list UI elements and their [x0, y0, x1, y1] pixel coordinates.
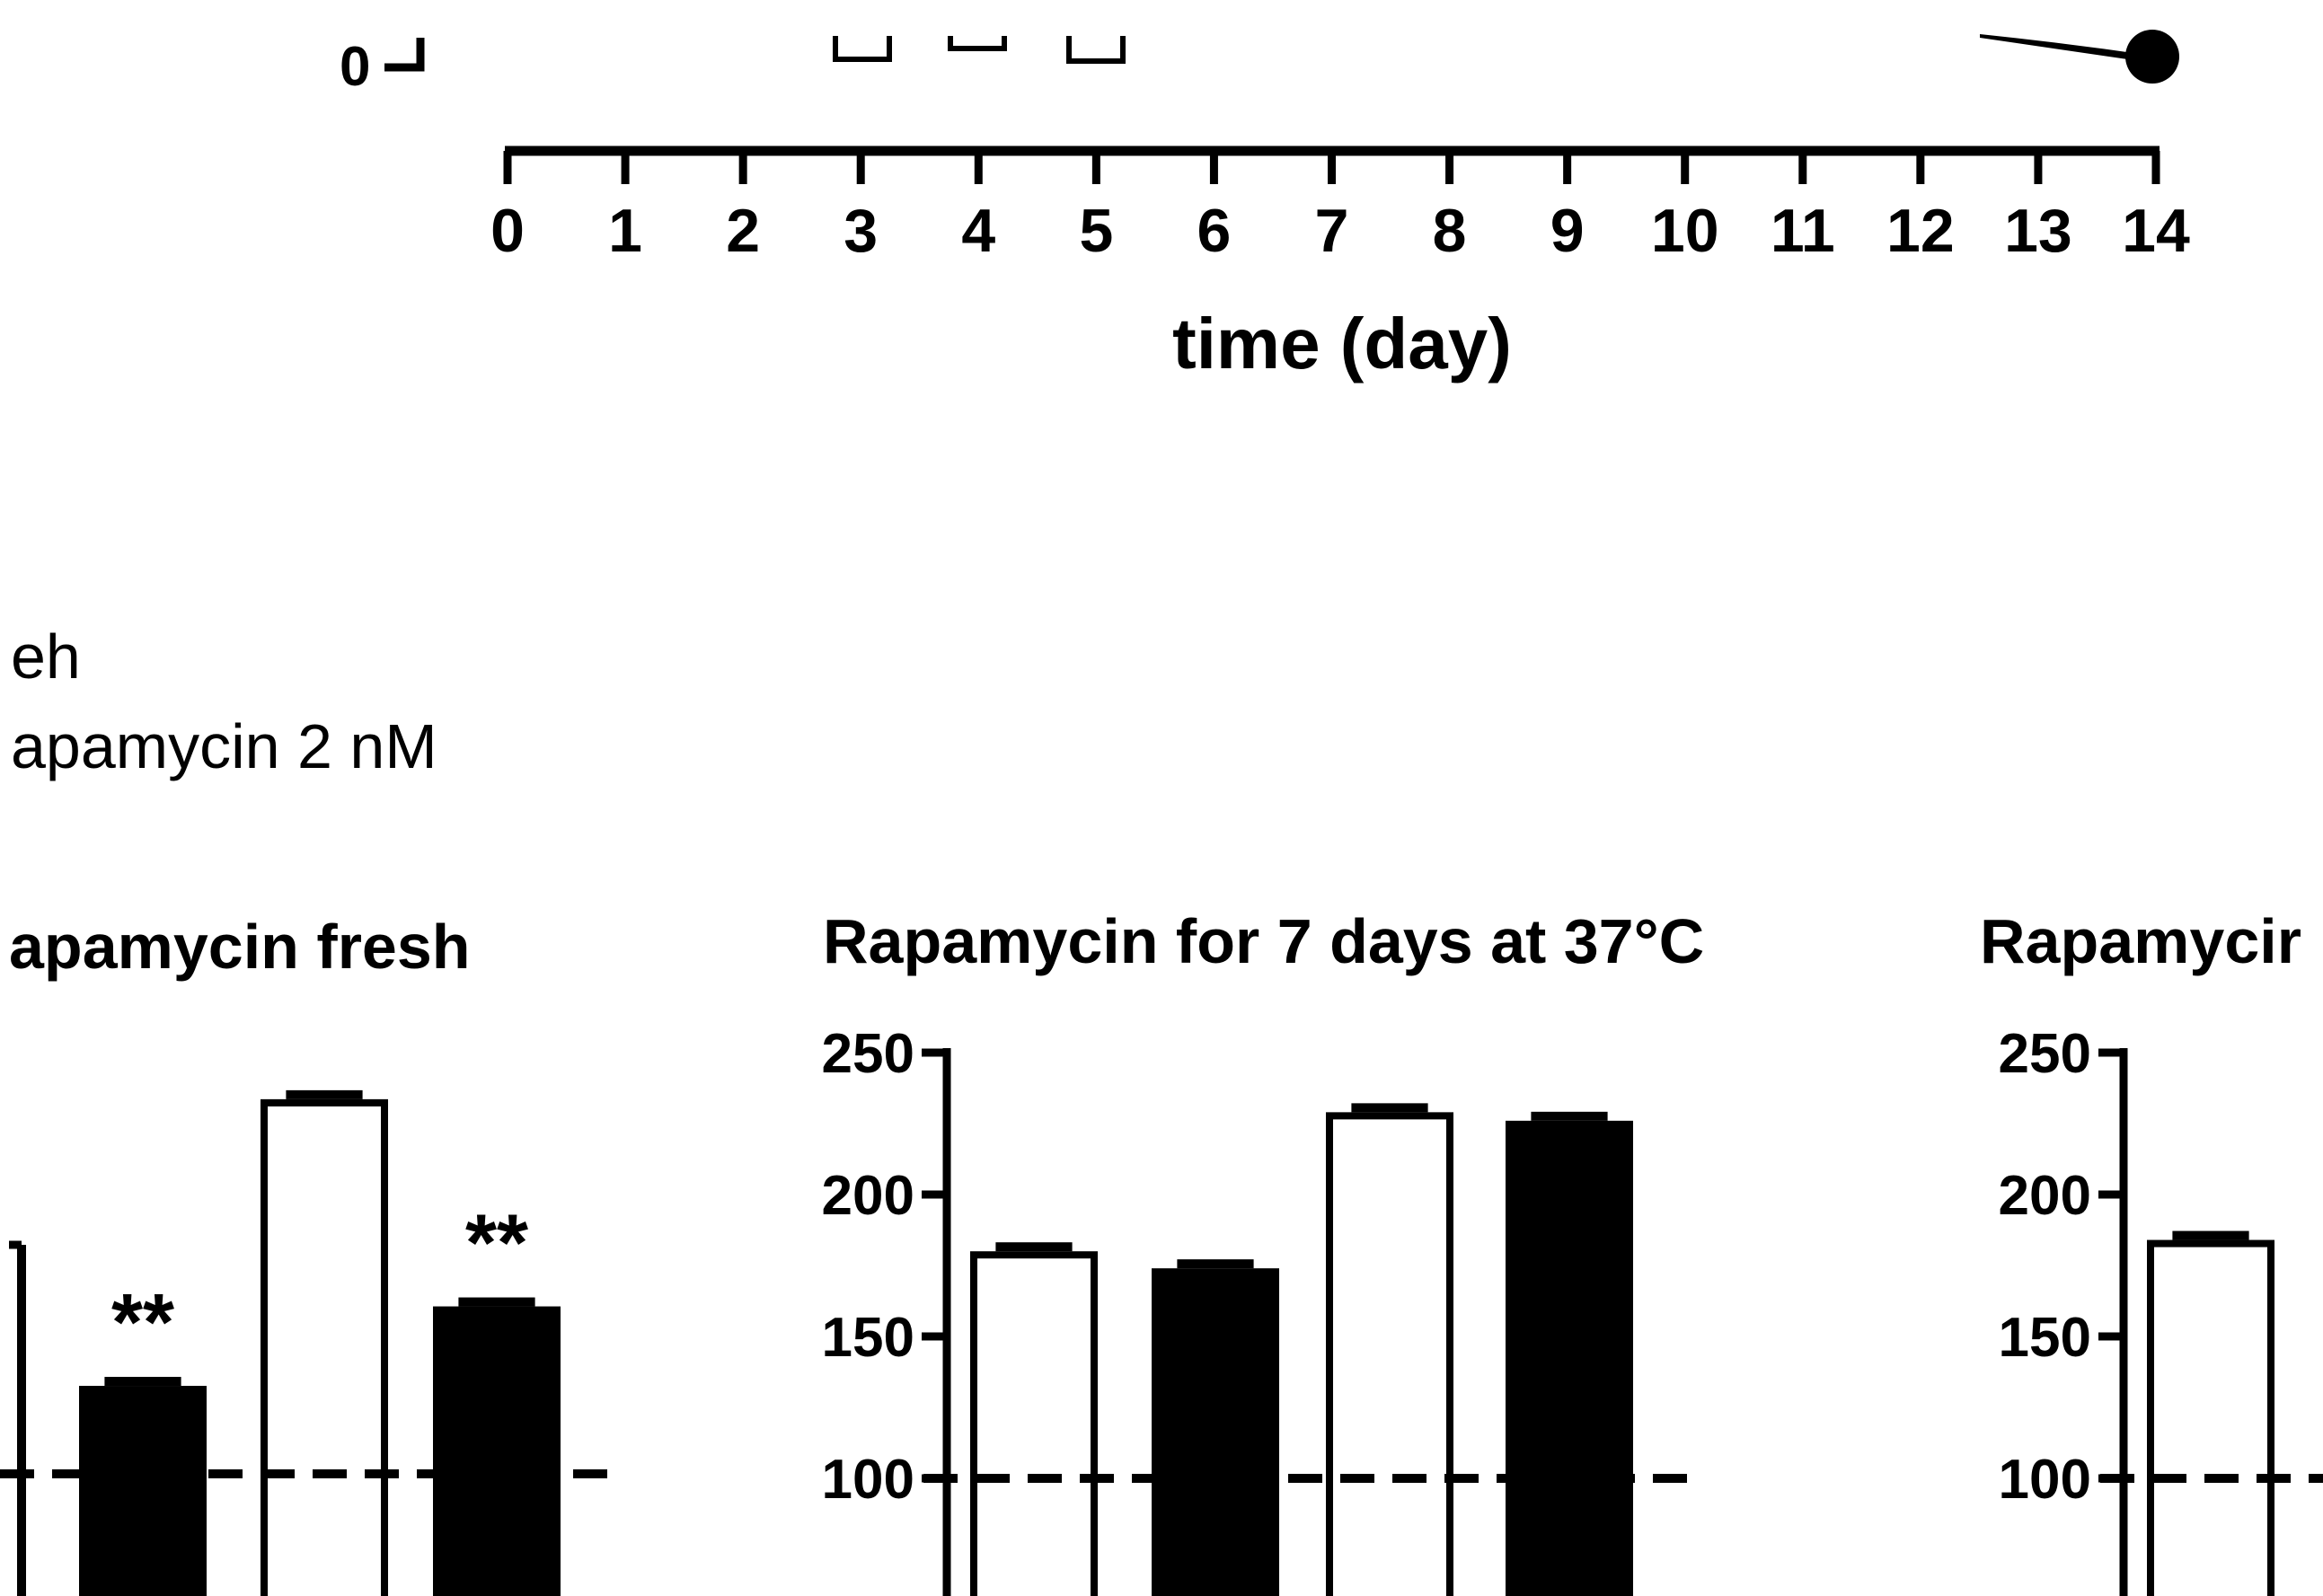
- timeline-panel: 0 0 1 2 3 4 5 6 7 8 9 10 11 12 13 14 time (day): [340, 30, 2190, 384]
- timeline-x-tick-label: 6: [1197, 197, 1232, 265]
- bar: [261, 1098, 388, 1596]
- left-bar-panel: ** **: [0, 1089, 611, 1596]
- timeline-series-line: [1980, 34, 2152, 63]
- legend-entry: eh: [11, 622, 81, 692]
- significance-marker: **: [111, 1278, 174, 1368]
- error-bar: [104, 1377, 181, 1387]
- bar-y-tick-label: 150: [822, 1307, 914, 1369]
- bar-y-tick-label: 250: [822, 1023, 914, 1085]
- timeline-y-axis-stub: [384, 38, 425, 72]
- bar-y-tick-label: 200: [822, 1165, 914, 1227]
- error-bar: [1531, 1111, 1608, 1121]
- middle-panel-title: Rapamycin for 7 days at 37°C: [823, 906, 1704, 976]
- timeline-x-tick-label: 2: [726, 197, 760, 265]
- right-bar-panel: 250 200 150 100: [1999, 1023, 2323, 1596]
- error-bar: [2172, 1230, 2249, 1240]
- timeline-x-tick-label: 10: [1651, 197, 1719, 265]
- timeline-x-tick-label: 11: [1771, 197, 1835, 265]
- bar: [433, 1306, 561, 1596]
- timeline-x-tick-label: 8: [1433, 197, 1467, 265]
- timeline-x-tick-label: 12: [1886, 197, 1955, 265]
- timeline-x-axis-label: time (day): [1172, 304, 1512, 384]
- bar: [2147, 1239, 2274, 1596]
- bar-y-tick-label: 100: [822, 1449, 914, 1511]
- timeline-end-point: [2125, 30, 2179, 84]
- bar: [1326, 1112, 1453, 1596]
- error-bar: [1177, 1259, 1254, 1269]
- legend: eh apamycin 2 nM: [11, 622, 437, 781]
- treatment-marker: [1066, 36, 1126, 64]
- timeline-x-ticks: 0 1 2 3 4 5 6 7 8 9 10 11 12 13 14: [490, 151, 2190, 265]
- timeline-x-tick-label: 3: [844, 197, 878, 265]
- timeline-x-tick-label: 0: [490, 197, 525, 265]
- timeline-x-tick-label: 4: [961, 197, 995, 265]
- error-bar: [1351, 1103, 1428, 1113]
- bar: [970, 1251, 1098, 1596]
- middle-bar-panel: 250 200 150 100: [822, 1023, 1689, 1596]
- right-panel-title: Rapamycir: [1980, 906, 2301, 976]
- bar-y-tick-label: 200: [1999, 1165, 2091, 1227]
- timeline-x-tick-label: 5: [1079, 197, 1113, 265]
- timeline-x-tick-label: 14: [2122, 197, 2190, 265]
- error-bar: [995, 1242, 1073, 1252]
- error-bar: [458, 1297, 535, 1307]
- left-panel-title: apamycin fresh: [9, 912, 471, 982]
- bar-y-tick-label: 250: [1999, 1023, 2091, 1085]
- timeline-y-tick-label: 0: [340, 36, 370, 98]
- bar-y-tick-label: 150: [1999, 1307, 2091, 1369]
- bar-y-tick-label: 100: [1999, 1449, 2091, 1511]
- timeline-x-tick-label: 1: [608, 197, 642, 265]
- legend-entry: apamycin 2 nM: [11, 711, 437, 781]
- timeline-x-tick-label: 13: [2004, 197, 2072, 265]
- treatment-marker: [948, 36, 1007, 51]
- bar: [79, 1386, 207, 1596]
- error-bar: [286, 1089, 363, 1099]
- bar: [1506, 1120, 1633, 1596]
- significance-marker: **: [465, 1199, 528, 1289]
- bar: [1152, 1268, 1279, 1596]
- treatment-marker: [833, 36, 892, 62]
- timeline-x-tick-label: 9: [1550, 197, 1585, 265]
- timeline-x-tick-label: 7: [1315, 197, 1349, 265]
